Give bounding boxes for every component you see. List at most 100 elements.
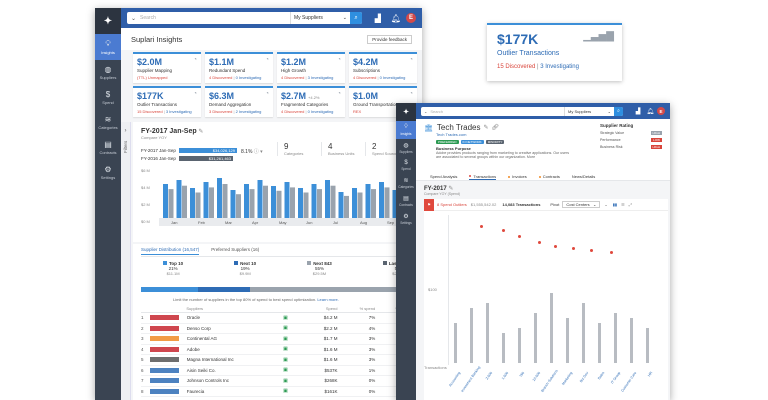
chevron-down-icon[interactable]: ⌄: [604, 202, 608, 207]
detail-tab[interactable]: Spend Analysis: [430, 174, 458, 179]
notification-bell-icon[interactable]: 🔔︎: [390, 13, 401, 23]
edit-icon[interactable]: ✎: [198, 129, 204, 135]
analytics-icon[interactable]: ▟: [374, 13, 381, 23]
provide-feedback-button[interactable]: Provide feedback: [367, 34, 412, 44]
notification-bell-icon[interactable]: 🔔︎: [646, 108, 654, 115]
month-bar-current[interactable]: [271, 186, 276, 218]
outlier-dot[interactable]: [480, 225, 483, 228]
bar-view-icon[interactable]: ▮▮: [612, 202, 618, 207]
month-bar-current[interactable]: [284, 182, 290, 218]
month-bar-current[interactable]: [176, 180, 182, 218]
month-bar-current[interactable]: [352, 188, 357, 218]
pivot-select[interactable]: Cost Centers ⌄: [562, 201, 601, 208]
insight-card[interactable]: $2.0M Supplier Mapping (TTL) Unmapped ◔: [133, 52, 201, 83]
tab-preferred-suppliers[interactable]: Preferred Suppliers (16): [211, 247, 260, 252]
month-bar-current[interactable]: [257, 180, 263, 218]
detail-tab[interactable]: Transactions: [469, 173, 497, 180]
nav-item-insights[interactable]: 💡︎ Insights: [95, 34, 121, 60]
outlier-dot[interactable]: [610, 251, 613, 254]
transaction-strip[interactable]: [566, 318, 569, 363]
outlier-dot[interactable]: [554, 245, 557, 248]
transaction-strip[interactable]: [518, 328, 521, 363]
transaction-strip[interactable]: [550, 293, 553, 363]
month-bar-current[interactable]: [203, 182, 209, 218]
transaction-strip[interactable]: [486, 303, 489, 363]
month-bar-current[interactable]: [311, 184, 317, 218]
month-bar-previous[interactable]: [222, 184, 228, 218]
transaction-strip[interactable]: [582, 303, 585, 363]
month-bar-current[interactable]: [217, 178, 222, 218]
transaction-strip[interactable]: [646, 328, 649, 363]
month-bar-current[interactable]: [325, 180, 330, 218]
month-bar-previous[interactable]: [209, 187, 214, 218]
nav-item-categories[interactable]: ≋ Categories: [396, 174, 416, 192]
month-bar-current[interactable]: [298, 188, 303, 218]
month-bar-previous[interactable]: [303, 192, 309, 219]
month-bar-previous[interactable]: [249, 189, 255, 218]
detail-tab[interactable]: Contracts: [538, 173, 560, 180]
supplier-link[interactable]: Tech Trades.com: [436, 132, 467, 137]
nav-item-suppliers[interactable]: ◍ Suppliers: [396, 139, 416, 157]
chevron-down-icon[interactable]: ⌄: [424, 108, 428, 114]
insight-card[interactable]: $1.0M Ground Transportation REX ◔: [349, 86, 417, 117]
month-bar-previous[interactable]: [182, 185, 187, 218]
nav-item-spend[interactable]: $ Spend: [95, 85, 121, 110]
detail-tab[interactable]: Invoices: [508, 173, 527, 180]
month-bar-current[interactable]: [163, 184, 168, 218]
transaction-strip[interactable]: [614, 313, 617, 363]
insight-card[interactable]: $1.2M High Growth 4 Discovered | 3 Investi…: [277, 52, 345, 83]
list-view-icon[interactable]: ☰: [621, 202, 625, 207]
month-bar-current[interactable]: [392, 190, 398, 218]
month-bar-current[interactable]: [379, 182, 384, 218]
transaction-strip[interactable]: [534, 313, 537, 363]
outlier-count[interactable]: 8 Spend Outliers: [437, 202, 467, 207]
month-bar-previous[interactable]: [276, 190, 282, 218]
expand-icon[interactable]: ⤢: [628, 202, 632, 207]
detail-search-scope[interactable]: My Suppliers ⌄: [564, 106, 614, 116]
learn-more-link[interactable]: Learn more.: [317, 297, 339, 302]
outlier-dot[interactable]: [538, 241, 541, 244]
outlier-dot[interactable]: [572, 247, 575, 250]
nav-item-spend[interactable]: $ Spend: [396, 157, 416, 174]
insight-card[interactable]: $2.7M +4.2% Fragmented Categories 4 Discove…: [277, 86, 345, 117]
tab-supplier-distribution[interactable]: Supplier Distribution (16,547): [141, 247, 200, 255]
search-button[interactable]: ⌕: [350, 12, 362, 24]
month-bar-current[interactable]: [244, 184, 249, 218]
month-bar-current[interactable]: [338, 192, 344, 218]
month-bar-previous[interactable]: [263, 185, 268, 218]
transaction-strip[interactable]: [598, 323, 601, 363]
outlier-dot[interactable]: [518, 235, 521, 238]
nav-item-insights[interactable]: 💡︎ Insights: [396, 121, 416, 139]
month-bar-previous[interactable]: [195, 192, 201, 219]
insight-card[interactable]: $177K Outlier Transactions 15 Discovered |…: [133, 86, 201, 117]
month-bar-previous[interactable]: [330, 185, 336, 218]
nav-item-settings[interactable]: ⚙ Settings: [95, 160, 121, 185]
nav-item-contracts[interactable]: ▤ Contracts: [396, 192, 416, 210]
month-bar-previous[interactable]: [384, 187, 390, 218]
insight-card[interactable]: $1.1M Redundant Spend 4 Discovered | 0 Inv…: [205, 52, 273, 83]
nav-item-suppliers[interactable]: ◍ Suppliers: [95, 60, 121, 85]
month-bar-previous[interactable]: [357, 192, 363, 219]
month-bar-previous[interactable]: [236, 194, 241, 218]
link-icon[interactable]: 🔗︎: [491, 125, 500, 131]
analytics-icon[interactable]: ▟: [635, 108, 641, 115]
insight-card[interactable]: $4.2M Subscriptions 4 Discovered | 0 Inves…: [349, 52, 417, 83]
chevron-down-icon[interactable]: ⌄: [131, 15, 137, 22]
transaction-strip[interactable]: [454, 323, 457, 363]
edit-icon[interactable]: ✎: [483, 125, 489, 131]
filters-rail[interactable]: › Filters: [121, 122, 131, 400]
nav-item-contracts[interactable]: ▤ Contracts: [95, 135, 121, 160]
nav-item-categories[interactable]: ≋ Categories: [95, 110, 121, 135]
avatar[interactable]: E: [657, 107, 665, 115]
nav-item-settings[interactable]: ⚙ Settings: [396, 210, 416, 228]
detail-tab[interactable]: News/Details: [571, 174, 596, 179]
month-bar-current[interactable]: [230, 190, 236, 218]
